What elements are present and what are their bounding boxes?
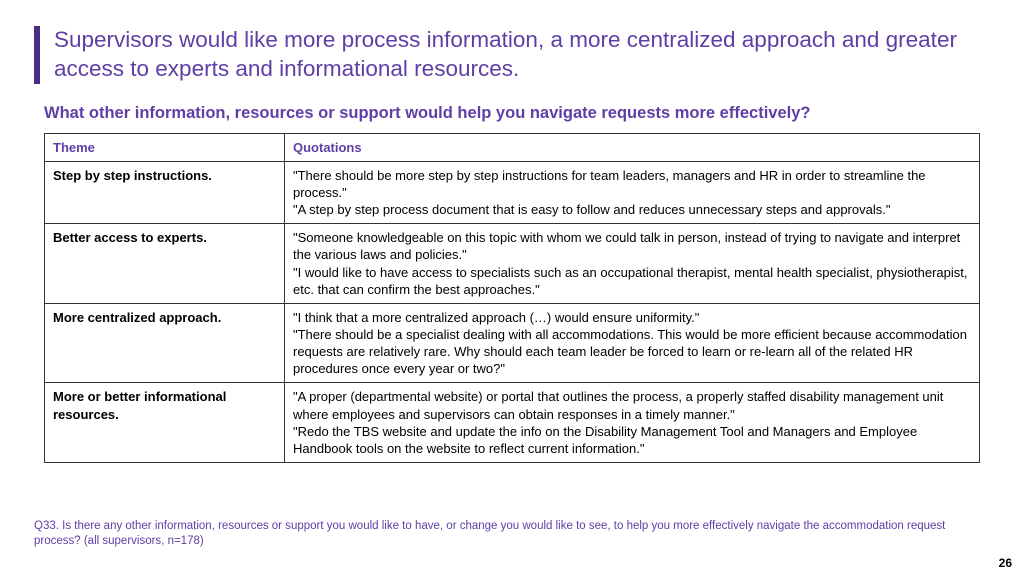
quotes-cell: "I think that a more centralized approac…: [285, 303, 980, 383]
col-header-theme: Theme: [45, 133, 285, 161]
table-row: Step by step instructions. "There should…: [45, 161, 980, 223]
theme-cell: Step by step instructions.: [45, 161, 285, 223]
quotes-cell: "Someone knowledgeable on this topic wit…: [285, 224, 980, 304]
quotes-cell: "A proper (departmental website) or port…: [285, 383, 980, 463]
theme-cell: More centralized approach.: [45, 303, 285, 383]
themes-table: Theme Quotations Step by step instructio…: [44, 133, 980, 464]
slide: Supervisors would like more process info…: [0, 0, 1024, 576]
table-header-row: Theme Quotations: [45, 133, 980, 161]
slide-subtitle: What other information, resources or sup…: [44, 104, 980, 123]
table-row: More centralized approach. "I think that…: [45, 303, 980, 383]
table-row: Better access to experts. "Someone knowl…: [45, 224, 980, 304]
theme-cell: More or better informational resources.: [45, 383, 285, 463]
col-header-quotations: Quotations: [285, 133, 980, 161]
quotes-cell: "There should be more step by step instr…: [285, 161, 980, 223]
page-number: 26: [999, 556, 1012, 570]
title-block: Supervisors would like more process info…: [34, 26, 990, 84]
theme-cell: Better access to experts.: [45, 224, 285, 304]
table-row: More or better informational resources. …: [45, 383, 980, 463]
footnote: Q33. Is there any other information, res…: [34, 519, 990, 550]
slide-title: Supervisors would like more process info…: [54, 26, 990, 84]
